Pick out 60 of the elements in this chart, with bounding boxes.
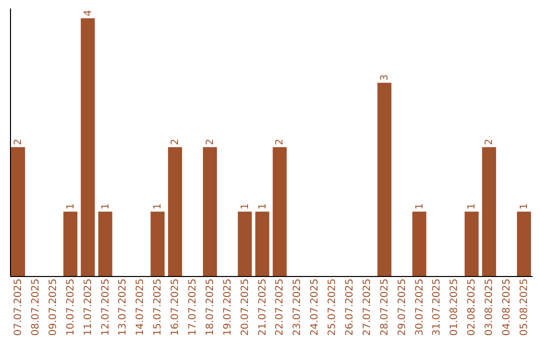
data-label: 1	[152, 203, 164, 210]
data-label: 2	[274, 138, 286, 146]
x-tick-label: 05.08.2025	[518, 278, 530, 336]
bar	[202, 147, 217, 276]
bar	[255, 212, 270, 276]
bar	[516, 212, 531, 276]
x-tick-label: 18.07.2025	[204, 278, 216, 336]
x-tick-label: 09.07.2025	[48, 278, 59, 336]
bar	[482, 147, 496, 276]
x-tick-label: 20.07.2025	[240, 278, 251, 336]
x-tick-label: 10.07.2025	[65, 278, 76, 336]
data-label: 1	[240, 203, 251, 210]
x-tick-label: 19.07.2025	[222, 278, 234, 336]
data-label: 1	[414, 203, 426, 210]
x-tick-label: 30.07.2025	[414, 278, 426, 336]
bar	[464, 212, 479, 276]
bar	[377, 82, 392, 276]
bar	[150, 212, 165, 276]
x-tick-label: 26.07.2025	[344, 278, 356, 336]
x-tick-label: 13.07.2025	[118, 278, 129, 336]
data-label: 2	[170, 138, 182, 146]
bar	[80, 18, 95, 276]
data-label: 2	[13, 138, 24, 146]
x-tick-label: 03.08.2025	[484, 278, 496, 336]
x-tick-label: 15.07.2025	[152, 278, 164, 336]
x-tick-label: 21.07.2025	[257, 278, 268, 336]
x-tick-label: 07.07.2025	[13, 278, 24, 336]
bar	[11, 147, 26, 276]
x-tick-label: 12.07.2025	[100, 278, 112, 336]
x-tick-label: 23.07.2025	[292, 278, 304, 336]
x-tick-label: 22.07.2025	[274, 278, 286, 336]
x-tick-label: 16.07.2025	[170, 278, 182, 336]
bar	[63, 212, 78, 276]
x-tick-label: 28.07.2025	[379, 278, 390, 336]
x-tick-label: 29.07.2025	[396, 278, 408, 336]
data-label: 2	[204, 138, 216, 146]
data-label: 1	[65, 203, 76, 210]
data-label: 2	[484, 138, 496, 146]
data-label: 1	[518, 203, 530, 210]
x-tick-label: 14.07.2025	[135, 278, 146, 336]
bar	[238, 212, 252, 276]
data-label: 1	[466, 203, 478, 210]
x-tick-label: 08.07.2025	[30, 278, 42, 336]
data-label: 1	[100, 203, 112, 210]
x-tick-label: 11.07.2025	[82, 278, 94, 336]
bar	[272, 147, 287, 276]
x-tick-label: 24.07.2025	[310, 278, 321, 336]
data-label: 1	[257, 203, 268, 210]
x-tick-label: 25.07.2025	[327, 278, 338, 336]
x-tick-label: 27.07.2025	[362, 278, 373, 336]
data-label: 4	[82, 10, 94, 16]
x-tick-label: 31.07.2025	[432, 278, 443, 336]
bar	[168, 147, 182, 276]
x-tick-label: 02.08.2025	[466, 278, 478, 336]
bar	[98, 212, 112, 276]
data-label: 3	[379, 74, 390, 81]
x-tick-label: 01.08.2025	[449, 278, 460, 336]
bar	[412, 212, 426, 276]
x-tick-label: 04.08.2025	[502, 278, 513, 336]
x-tick-label: 17.07.2025	[187, 278, 198, 336]
